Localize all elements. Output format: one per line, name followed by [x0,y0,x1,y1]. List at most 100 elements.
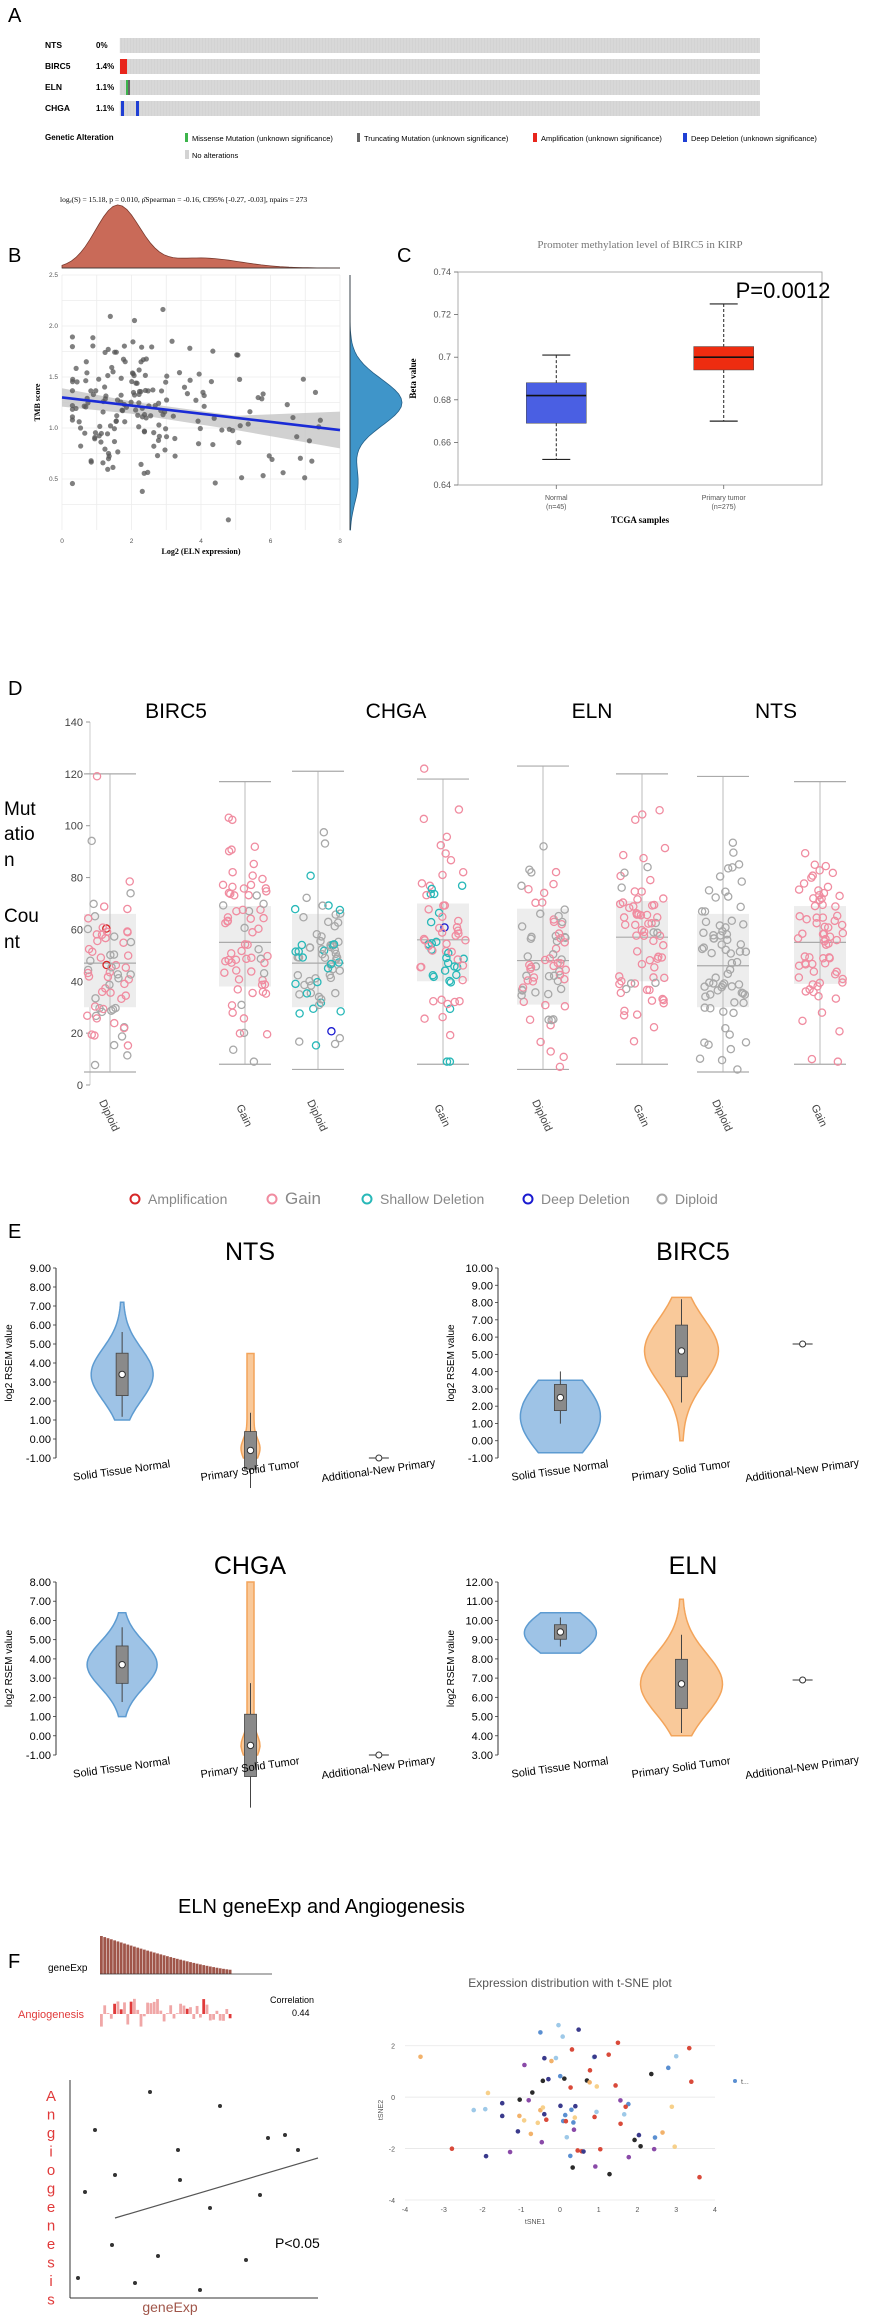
scatter-point [77,425,84,431]
tsne-point [549,2058,554,2064]
sample-point [86,956,95,965]
x-tick-label: 0 [60,538,64,545]
scatter-point [170,413,176,419]
sample-point [228,867,237,877]
tsne-point [557,2073,563,2079]
sample-point [454,805,464,814]
tsne-point [592,2054,597,2060]
sample-point [655,806,664,815]
sample-point [820,937,829,946]
sample-point [438,870,447,880]
sample-point [823,882,833,892]
tsne-point [540,2078,546,2084]
geneexp-bar [169,1957,173,1974]
scatter-point [163,397,170,403]
scatter-point [297,455,303,461]
sample-point [630,920,640,930]
sample-point [637,959,647,969]
tsne-point [665,2065,671,2071]
angiogenesis-bar [156,1999,159,2014]
angiogenesis-bar [139,2014,143,2027]
y-axis-letter: i [49,2273,52,2290]
tsne-point [592,2114,597,2120]
sample-point [832,911,842,921]
geneexp-bar [222,1968,225,1974]
scatter-point [234,352,240,358]
sample-point [721,945,730,955]
geneexp-bar [119,1942,123,1974]
sample-point [89,899,98,909]
sample-point [332,953,342,962]
panel-f-title: ELN geneExp and Angiogenesis [178,1896,465,1918]
violin-title: CHGA [214,1552,287,1580]
sample-point [334,958,344,967]
sample-point [615,979,624,989]
legend-swatch [129,1193,141,1205]
scatter-point [131,317,138,324]
sample-point [441,849,450,858]
tsne-point [569,2047,575,2052]
box [693,346,754,371]
sample-point [438,1012,447,1022]
tsne-y-tick: 0 [391,2095,395,2102]
sample-point [525,1015,535,1024]
sample-point [721,1023,730,1033]
geneexp-bar [172,1957,176,1974]
sample-point [657,953,667,962]
tsne-point [669,2104,675,2110]
sample-point [84,972,94,981]
scatter-point [176,2148,180,2152]
sample-point [536,909,545,919]
geneexp-bar [149,1951,153,1974]
sample-point [450,997,460,1007]
sample-point [517,881,526,891]
sample-point [798,929,807,938]
sample-point [445,1057,455,1066]
tsne-point [485,2090,491,2096]
scatter-point [133,380,139,386]
scatter-point [120,408,126,414]
sample-point [294,1037,304,1046]
sample-point [637,925,647,935]
alteration-mark [126,80,128,95]
no-alterations-swatch [185,150,189,159]
sample-point [445,976,454,986]
tsne-point [621,2112,627,2117]
sample-point [126,970,135,979]
tsne-x-tick: 1 [597,2207,601,2214]
scatter-point [300,376,306,382]
tsne-point [556,2022,561,2028]
y-tick-label: 120 [65,769,83,781]
angiogenesis-bar [179,2003,182,2014]
sample-point [442,953,451,963]
tsne-point [535,2120,541,2126]
scatter-point [156,2254,160,2258]
sample-point [517,922,527,931]
angiogenesis-bar [109,2014,113,2019]
sample-point [455,996,464,1006]
gene-title: BIRC5 [145,700,207,723]
sample-point [794,973,804,982]
sample-point [549,917,559,927]
legend-swatch [266,1193,278,1205]
scatter-point [197,425,203,432]
scatter-point [245,421,251,427]
tsne-point [543,2117,549,2123]
tsne-point [538,2030,543,2035]
y-tick-label: 8.00 [30,1282,51,1294]
scatter-point [133,2281,137,2285]
angiogenesis-bar [215,2010,219,2014]
sample-point [244,890,253,900]
sample-point [83,924,93,934]
sample-point [732,957,742,967]
sample-point [247,953,256,963]
sample-point [549,961,558,971]
panel-f-correlation: geneExpAngiogenesisCorrelation0.44Angiog… [18,1936,320,2315]
scatter-point [135,412,141,418]
sample-point [226,949,236,958]
x-tick-label: Primary tumor [702,495,747,502]
scatter-point [97,423,103,430]
sample-point [808,871,817,880]
y-axis-letter: e [47,2236,55,2253]
x-tick-label: 2 [130,538,134,545]
